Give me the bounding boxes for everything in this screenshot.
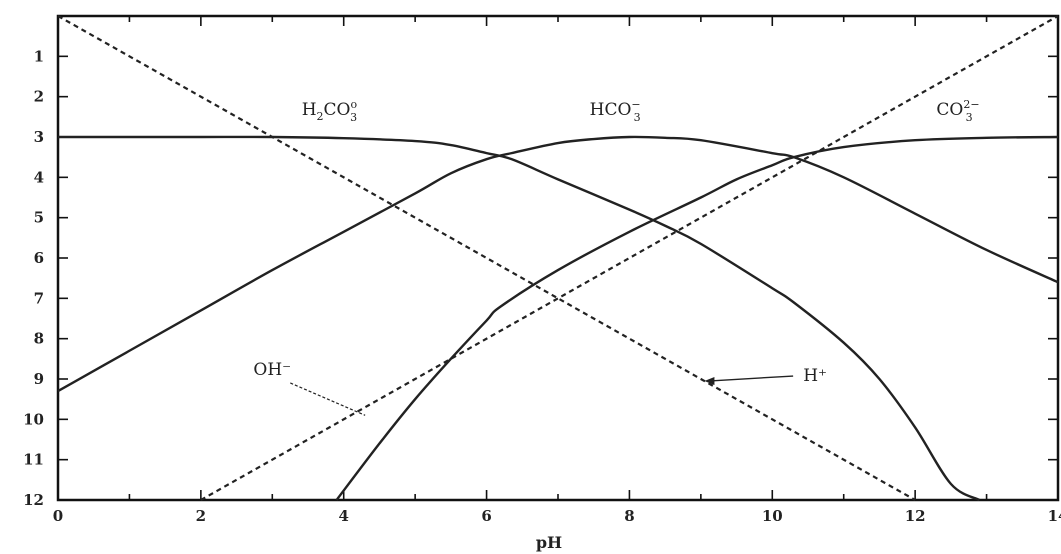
x-tick-label: 10	[762, 507, 783, 525]
x-tick-label: 8	[624, 507, 634, 525]
plot-border	[56, 14, 1060, 502]
series-line-co3	[335, 135, 1059, 501]
series-group	[57, 15, 1059, 502]
y-tick-label: 11	[23, 451, 44, 469]
y-tick-label: 4	[34, 168, 44, 186]
label-part: CO	[324, 100, 351, 120]
x-tick-label: 12	[905, 507, 926, 525]
label-part: 2−	[963, 98, 979, 111]
label-part: −	[631, 98, 640, 111]
x-axis: 0 2 4 6 8 10 12 14	[53, 16, 1061, 525]
arrow-h_plus	[708, 375, 794, 382]
leader-oh_minus	[290, 382, 366, 416]
label-part: CO	[936, 100, 963, 120]
x-tick-label: 6	[481, 507, 491, 525]
series-line-hco3	[57, 135, 1059, 393]
series-line-h2co3	[57, 135, 981, 502]
label-hco3: HCO− 3	[590, 98, 641, 124]
arrowhead-h_plus	[704, 377, 715, 386]
x-tick-label: 2	[196, 507, 206, 525]
label-part: 3	[350, 111, 357, 124]
series-line-h_plus	[57, 15, 916, 501]
x-tick-label: 0	[53, 507, 63, 525]
y-tick-label: 9	[34, 370, 44, 388]
label-part: 2	[317, 110, 324, 123]
y-tick-label: 1	[34, 47, 44, 65]
y-tick-label: 3	[34, 128, 44, 146]
y-tick-label: 6	[34, 249, 44, 267]
label-part: H	[302, 100, 317, 120]
label-part: 3	[634, 111, 641, 124]
label-part: 3	[966, 111, 973, 124]
label-part: HCO	[590, 100, 632, 120]
annotations: H2COo 3 HCO− 3 CO2− 3OH⁻ H⁺	[253, 98, 980, 416]
label-h_plus: H⁺	[803, 366, 827, 386]
label-part: o	[351, 98, 358, 111]
plot-frame	[56, 14, 1060, 502]
y-tick-label: 2	[34, 88, 44, 106]
x-axis-title: pH	[536, 533, 562, 552]
y-tick-label: 10	[23, 410, 44, 428]
label-h2co3: H2COo 3	[302, 98, 358, 124]
y-tick-label: 12	[23, 491, 44, 509]
label-oh_minus: OH⁻	[253, 360, 291, 380]
label-co3: CO2− 3	[936, 98, 979, 124]
y-tick-label: 8	[34, 330, 44, 348]
y-tick-label: 5	[34, 209, 44, 227]
series-line-oh_minus	[200, 15, 1059, 501]
y-tick-label: 7	[34, 289, 44, 307]
x-tick-label: 14	[1048, 507, 1061, 525]
x-tick-label: 4	[338, 507, 348, 525]
